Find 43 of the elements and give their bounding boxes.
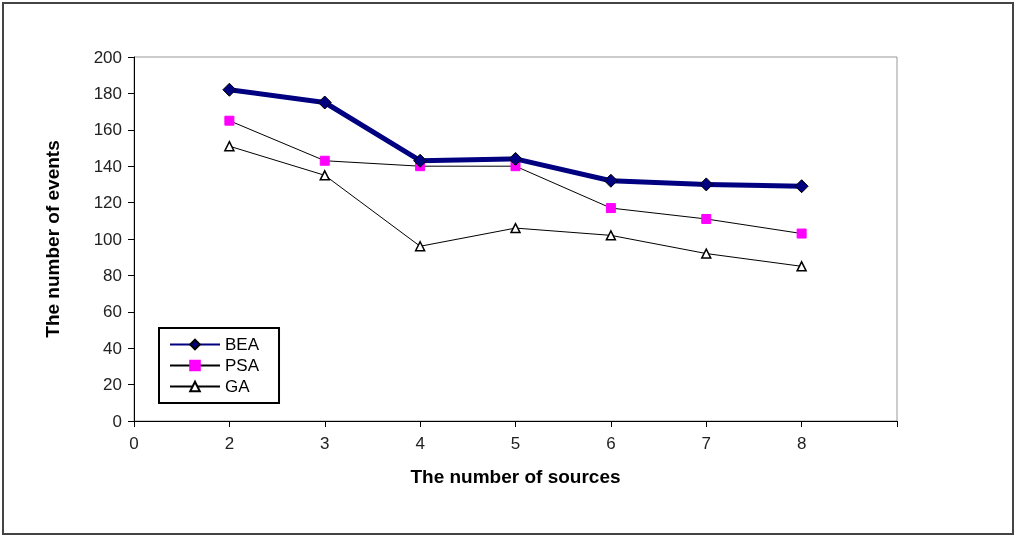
x-tick-label: 8: [796, 434, 807, 453]
y-tick-label: 20: [103, 375, 122, 395]
x-tick-label: 2: [224, 434, 235, 453]
y-tick-label: 100: [93, 229, 122, 249]
point: [699, 177, 714, 192]
x-tick-label: 3: [320, 434, 330, 453]
y-tick-label: 120: [93, 193, 122, 213]
y-tick-label: 160: [93, 120, 122, 140]
y-tick-label: 40: [103, 338, 122, 358]
y-axis-title: The number of events: [42, 140, 63, 338]
x-tick-label: 4: [415, 434, 425, 453]
y-tick-label: 180: [93, 83, 122, 103]
point: [508, 151, 523, 166]
y-tick-label: 200: [93, 47, 122, 67]
point: [224, 115, 235, 126]
point: [605, 203, 616, 214]
point: [701, 248, 712, 259]
x-tick-label: 0: [129, 434, 139, 453]
point: [319, 170, 330, 181]
x-tick-label: 7: [701, 434, 711, 453]
y-tick-label: 60: [103, 302, 122, 322]
legend-label: GA: [225, 377, 251, 396]
y-tick-label: 0: [112, 411, 122, 431]
point: [319, 155, 330, 166]
point: [794, 179, 809, 194]
point: [603, 173, 618, 188]
point: [317, 95, 332, 110]
point: [224, 140, 235, 152]
point: [413, 153, 428, 168]
point: [605, 230, 617, 241]
legend-label: PSA: [225, 356, 260, 375]
point: [222, 82, 237, 97]
x-tick-label: 5: [510, 434, 521, 453]
point: [510, 222, 521, 234]
point: [796, 261, 807, 272]
point: [414, 241, 426, 252]
point: [701, 213, 712, 224]
y-tick-label: 80: [103, 265, 122, 285]
x-axis-title: The number of sources: [410, 466, 621, 487]
y-tick-label: 140: [93, 156, 122, 176]
x-tick-label: 6: [606, 434, 616, 453]
point: [796, 228, 807, 239]
legend-label: BEA: [225, 335, 260, 354]
